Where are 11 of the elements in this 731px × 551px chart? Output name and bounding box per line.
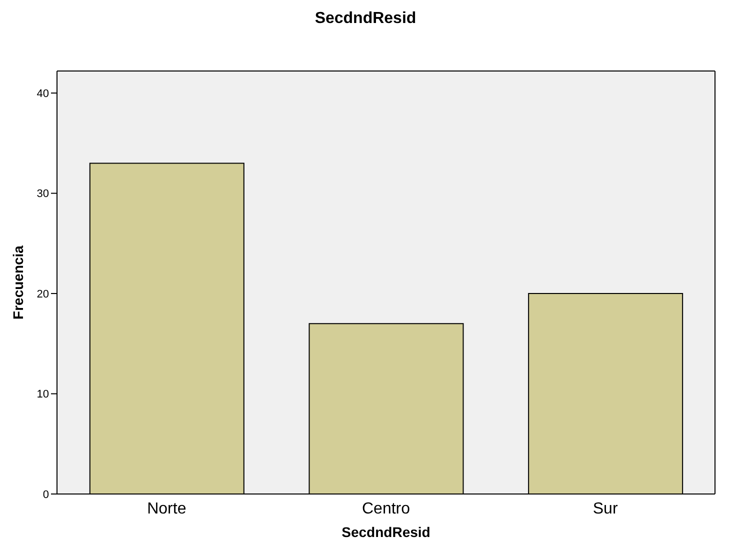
x-tick-label: Sur xyxy=(592,500,618,518)
y-axis-title: Frecuencia xyxy=(10,245,26,320)
x-axis-title: SecdndResid xyxy=(342,524,430,540)
x-tick-label: Norte xyxy=(147,500,186,518)
y-tick-label: 10 xyxy=(36,388,49,401)
y-tick-label: 0 xyxy=(42,488,49,501)
x-tick-label: Centro xyxy=(362,500,410,518)
y-tick-label: 20 xyxy=(36,288,49,300)
y-tick-label: 30 xyxy=(36,188,49,200)
y-tick-label: 40 xyxy=(36,88,49,100)
chart-title: SecdndResid xyxy=(314,10,418,28)
